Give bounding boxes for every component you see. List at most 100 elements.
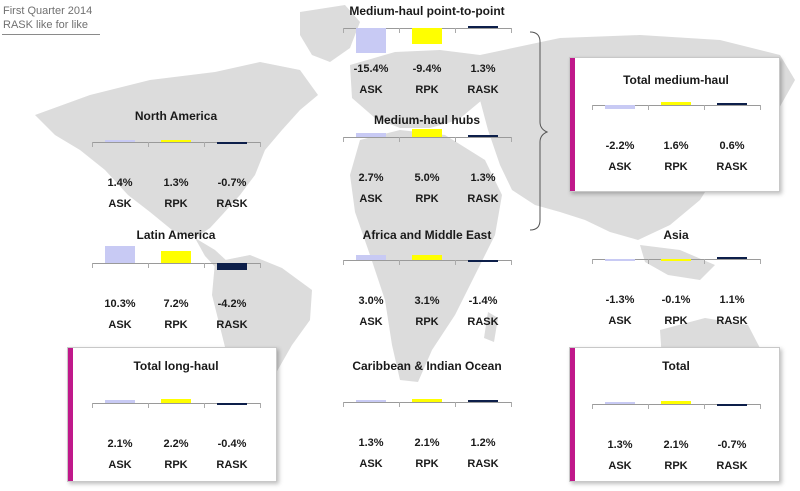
chart-bar-rpk <box>161 139 191 142</box>
chart-axis-tick <box>592 105 593 110</box>
chart-bar-rpk <box>161 251 191 263</box>
chart-axis-tick <box>92 403 93 408</box>
chart-bar-rask <box>217 142 247 144</box>
data-label-ask: 2.7% <box>358 172 384 184</box>
data-label-rpk: 5.0% <box>414 172 440 184</box>
category-label-ask: ASK <box>108 319 132 331</box>
chart-axis-tick <box>204 142 205 147</box>
chart-axis-tick <box>760 259 761 264</box>
chart-title: Medium-haul hubs <box>374 113 480 127</box>
category-label-rask: RASK <box>716 315 748 327</box>
chart-axis-tick <box>760 404 761 409</box>
chart-axis <box>343 137 511 138</box>
map-madagascar <box>484 312 498 342</box>
category-label-ask: ASK <box>359 316 383 328</box>
data-label-rask: 1.3% <box>470 63 496 75</box>
map-europe <box>350 50 500 128</box>
chart-bar-rpk <box>661 259 691 261</box>
chart-title: Africa and Middle East <box>362 228 492 242</box>
chart-bar-ask <box>356 28 386 54</box>
total-long-haul-box <box>67 347 277 482</box>
chart-axis-tick <box>592 404 593 409</box>
data-label-rpk: 1.3% <box>163 177 189 189</box>
chart-bar-rpk <box>661 400 691 404</box>
data-label-rask: 0.6% <box>719 140 745 152</box>
chart-axis-tick <box>511 260 512 265</box>
total-medium-haul-box <box>569 57 780 192</box>
data-label-rpk: 7.2% <box>163 298 189 310</box>
chart-axis-tick <box>455 28 456 33</box>
category-label-rask: RASK <box>467 84 499 96</box>
chart-axis-tick <box>343 137 344 142</box>
chart-bar-ask <box>356 399 386 402</box>
chart-axis-tick <box>455 137 456 142</box>
category-label-rpk: RPK <box>164 198 188 210</box>
chart-axis-tick <box>511 402 512 407</box>
chart-bar-ask <box>605 105 635 109</box>
data-label-rpk: 2.2% <box>163 438 189 450</box>
data-label-ask: -2.2% <box>605 140 635 152</box>
chart-bar-rask <box>217 403 247 405</box>
data-label-rpk: -0.1% <box>661 294 691 306</box>
chart-axis-tick <box>204 263 205 268</box>
chart-axis-tick <box>511 137 512 142</box>
category-label-rpk: RPK <box>415 458 439 470</box>
chart-axis-tick <box>204 403 205 408</box>
data-label-ask: 2.1% <box>107 438 133 450</box>
chart-axis-tick <box>592 259 593 264</box>
category-label-rask: RASK <box>716 460 748 472</box>
chart-title: Total <box>662 359 690 373</box>
box-accent-bar <box>68 348 73 481</box>
category-label-rpk: RPK <box>164 459 188 471</box>
data-label-ask: 1.3% <box>358 437 384 449</box>
data-label-rpk: -9.4% <box>412 63 442 75</box>
category-label-ask: ASK <box>108 198 132 210</box>
category-label-rask: RASK <box>216 198 248 210</box>
data-label-rask: -0.4% <box>217 438 247 450</box>
category-label-rask: RASK <box>216 459 248 471</box>
chart-title: Latin America <box>136 228 216 242</box>
chart-axis-tick <box>760 105 761 110</box>
category-label-ask: ASK <box>359 84 383 96</box>
category-label-ask: ASK <box>608 315 632 327</box>
chart-bar-rask <box>717 257 747 259</box>
chart-title: Caribbean & Indian Ocean <box>352 359 502 373</box>
category-label-rpk: RPK <box>664 460 688 472</box>
chart-bar-rpk <box>661 102 691 105</box>
data-label-rask: -0.7% <box>217 177 247 189</box>
chart-axis-tick <box>399 137 400 142</box>
map-north-america <box>35 62 318 238</box>
category-label-ask: ASK <box>608 161 632 173</box>
chart-bar-rpk <box>412 28 442 44</box>
data-label-rpk: 1.6% <box>663 140 689 152</box>
chart-bar-ask <box>105 399 135 403</box>
chart-axis <box>343 402 511 403</box>
chart-bar-ask <box>105 139 135 142</box>
chart-bar-ask <box>356 255 386 260</box>
chart-axis-tick <box>148 403 149 408</box>
category-label-rask: RASK <box>467 458 499 470</box>
category-label-rpk: RPK <box>664 315 688 327</box>
box-accent-bar <box>570 348 575 481</box>
data-label-ask: 3.0% <box>358 295 384 307</box>
chart-axis <box>592 105 760 106</box>
category-label-ask: ASK <box>359 193 383 205</box>
category-label-ask: ASK <box>108 459 132 471</box>
category-label-rask: RASK <box>467 193 499 205</box>
chart-axis-tick <box>704 105 705 110</box>
chart-axis-tick <box>399 28 400 33</box>
category-label-rask: RASK <box>716 161 748 173</box>
data-label-ask: 10.3% <box>104 298 136 310</box>
data-label-rask: 1.1% <box>719 294 745 306</box>
chart-title: Total medium-haul <box>623 73 729 87</box>
data-label-ask: -1.3% <box>605 294 635 306</box>
chart-title: Asia <box>663 228 689 242</box>
data-label-ask: 1.4% <box>107 177 133 189</box>
category-label-ask: ASK <box>608 460 632 472</box>
chart-axis-tick <box>399 402 400 407</box>
category-label-rpk: RPK <box>164 319 188 331</box>
chart-title: Total long-haul <box>133 359 219 373</box>
chart-bar-rpk <box>412 398 442 402</box>
chart-bar-ask <box>605 259 635 262</box>
category-label-rpk: RPK <box>415 84 439 96</box>
